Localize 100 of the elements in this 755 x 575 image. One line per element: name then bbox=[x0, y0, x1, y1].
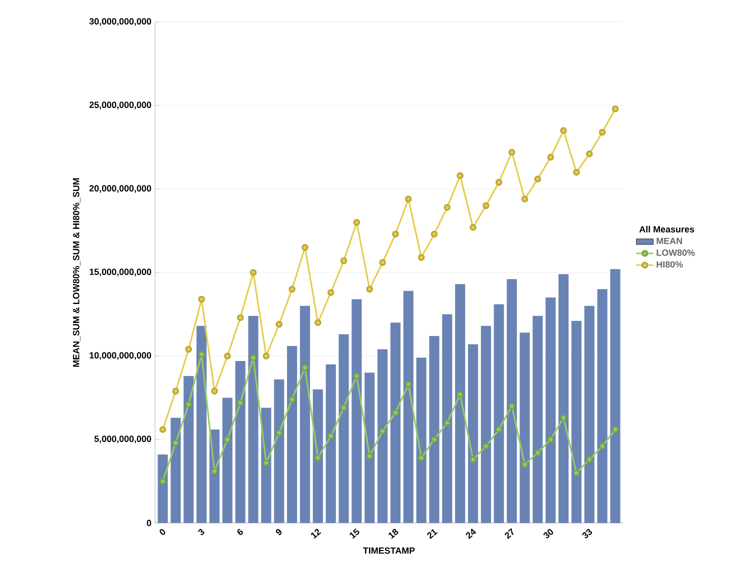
point bbox=[262, 459, 270, 466]
bar bbox=[597, 289, 608, 523]
x-tick-label: 3 bbox=[198, 528, 204, 536]
legend-label: MEAN bbox=[656, 238, 682, 244]
bar bbox=[352, 299, 362, 523]
point bbox=[521, 461, 528, 468]
bar bbox=[184, 376, 194, 523]
x-tick-label: 6 bbox=[237, 528, 243, 535]
point bbox=[430, 230, 438, 238]
point bbox=[534, 176, 542, 182]
point bbox=[521, 196, 528, 202]
bar bbox=[235, 360, 246, 523]
point bbox=[327, 289, 334, 296]
point bbox=[198, 350, 205, 358]
point bbox=[236, 314, 244, 321]
point bbox=[405, 380, 412, 388]
point bbox=[224, 436, 231, 443]
point bbox=[392, 409, 399, 416]
bar bbox=[338, 334, 349, 523]
point bbox=[573, 469, 580, 476]
point bbox=[508, 402, 516, 410]
point bbox=[418, 454, 425, 462]
bar bbox=[170, 418, 181, 523]
point bbox=[353, 372, 360, 380]
point bbox=[366, 286, 374, 293]
x-tick-label: 0 bbox=[160, 529, 166, 535]
point bbox=[288, 396, 296, 403]
point bbox=[314, 454, 322, 462]
bar bbox=[274, 379, 284, 523]
point bbox=[314, 319, 322, 326]
bar bbox=[287, 346, 298, 523]
point bbox=[224, 352, 231, 360]
y-tick-label: 0 bbox=[146, 520, 152, 526]
x-tick-label: 27 bbox=[504, 528, 514, 539]
point bbox=[573, 168, 580, 176]
bar bbox=[261, 408, 272, 523]
point bbox=[598, 128, 606, 136]
point bbox=[327, 432, 334, 440]
y-tick-label: 25,000,000,000 bbox=[89, 102, 152, 110]
point bbox=[211, 468, 218, 475]
bar bbox=[416, 358, 426, 523]
bar bbox=[480, 326, 492, 523]
point bbox=[302, 364, 308, 372]
bar bbox=[429, 336, 440, 523]
legend-title: All Measures bbox=[639, 226, 694, 232]
point bbox=[276, 429, 283, 436]
bar bbox=[584, 306, 594, 523]
bar bbox=[520, 332, 530, 523]
bar bbox=[326, 364, 336, 523]
bar bbox=[610, 269, 620, 523]
point bbox=[185, 346, 192, 353]
bar bbox=[571, 320, 582, 523]
point bbox=[470, 456, 476, 463]
point bbox=[302, 244, 308, 251]
bar bbox=[390, 322, 401, 523]
bar bbox=[468, 344, 478, 523]
point bbox=[366, 452, 374, 460]
bar bbox=[248, 316, 258, 523]
point bbox=[586, 150, 593, 158]
point bbox=[456, 391, 464, 398]
point bbox=[262, 352, 270, 360]
x-tick-label: 21 bbox=[427, 529, 438, 539]
x-tick-label: 30 bbox=[544, 529, 554, 538]
y-axis-title: MEAN_SUM & LOW80%_SUM & HI80%_SUM bbox=[72, 178, 80, 367]
point bbox=[508, 148, 516, 156]
point bbox=[496, 178, 502, 186]
point bbox=[534, 449, 542, 456]
point bbox=[470, 224, 476, 231]
bar bbox=[300, 306, 310, 523]
point bbox=[496, 426, 502, 433]
point bbox=[612, 105, 619, 112]
bar bbox=[532, 316, 543, 523]
point bbox=[379, 259, 386, 266]
x-tick-label: 9 bbox=[276, 529, 282, 536]
point bbox=[340, 257, 348, 264]
y-tick-label: 20,000,000,000 bbox=[89, 185, 152, 193]
point bbox=[379, 428, 386, 435]
point bbox=[340, 404, 348, 412]
bar bbox=[455, 284, 466, 523]
point bbox=[560, 414, 567, 422]
x-tick-label: 18 bbox=[388, 528, 398, 539]
point bbox=[250, 269, 257, 276]
point bbox=[444, 204, 451, 211]
bar bbox=[403, 290, 414, 523]
point bbox=[547, 154, 554, 161]
point bbox=[250, 354, 257, 362]
point bbox=[482, 442, 490, 450]
bar bbox=[364, 372, 375, 523]
point bbox=[456, 172, 464, 180]
point bbox=[276, 320, 283, 328]
legend-label: HI80% bbox=[656, 261, 683, 268]
point bbox=[598, 442, 606, 450]
point bbox=[612, 426, 619, 433]
point bbox=[159, 478, 166, 485]
x-axis-title: TIMESTAMP bbox=[363, 547, 415, 554]
y-tick-label: 10,000,000,000 bbox=[90, 352, 152, 360]
x-tick-label: 15 bbox=[350, 528, 360, 539]
point bbox=[172, 439, 180, 446]
point bbox=[418, 254, 425, 261]
point bbox=[211, 388, 218, 394]
